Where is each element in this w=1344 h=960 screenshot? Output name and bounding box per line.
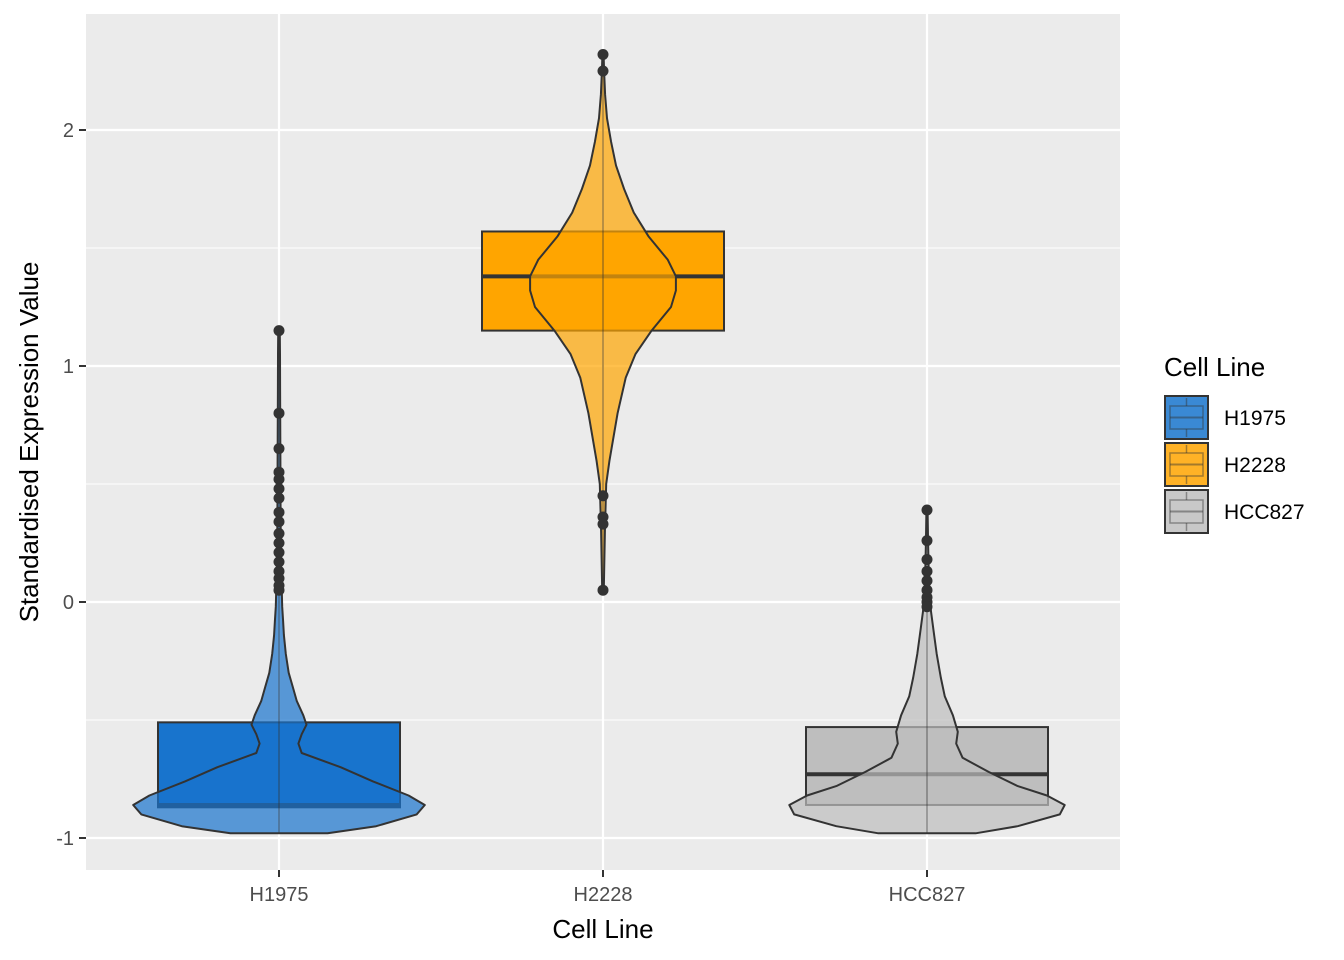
outlier-point: [273, 537, 285, 549]
group-hcc827: [788, 504, 1066, 835]
outlier-point: [597, 518, 609, 530]
outlier-point: [273, 443, 285, 455]
outlier-point: [921, 565, 933, 577]
legend-swatch: [1164, 489, 1209, 534]
outlier-point: [921, 601, 933, 613]
outlier-point: [597, 48, 609, 60]
legend-key-hcc827: HCC827: [1164, 489, 1305, 534]
outlier-point: [273, 407, 285, 419]
x-tick-label: H2228: [574, 884, 633, 906]
outlier-point: [273, 556, 285, 568]
group-h1975: [132, 325, 426, 835]
y-tick-label: -1: [56, 828, 74, 850]
y-tick-label: 2: [63, 120, 74, 142]
outlier-point: [273, 528, 285, 540]
legend-box-glyph: [1169, 405, 1204, 430]
cell-line-groups: [132, 48, 1066, 835]
x-axis: H1975 H2228 HCC827: [250, 870, 966, 906]
outlier-point: [921, 575, 933, 587]
outlier-point: [273, 492, 285, 504]
legend-box-glyph: [1169, 499, 1204, 524]
legend-title: Cell Line: [1164, 352, 1265, 382]
legend-label: H2228: [1224, 454, 1286, 477]
legend-label: HCC827: [1224, 501, 1305, 524]
outlier-point: [921, 504, 933, 516]
legend-swatch: [1164, 395, 1209, 440]
legend-key-h2228: H2228: [1164, 442, 1286, 487]
y-tick-label: 0: [63, 592, 74, 614]
group-h2228: [481, 48, 725, 596]
outlier-point: [273, 516, 285, 528]
y-axis: -1 0 1 2: [56, 120, 86, 850]
outlier-point: [597, 65, 609, 77]
legend-swatch: [1164, 442, 1209, 487]
legend-key-h1975: H1975: [1164, 395, 1286, 440]
x-axis-title: Cell Line: [552, 914, 653, 944]
outlier-point: [597, 584, 609, 596]
outlier-point: [273, 483, 285, 495]
outlier-point: [921, 554, 933, 566]
outlier-point: [921, 535, 933, 547]
outlier-point: [597, 490, 609, 502]
x-tick-label: H1975: [250, 884, 309, 906]
outlier-point: [273, 473, 285, 485]
y-tick-label: 1: [63, 356, 74, 378]
outlier-point: [273, 506, 285, 518]
outlier-point: [273, 584, 285, 596]
y-axis-title: Standardised Expression Value: [14, 262, 44, 623]
legend-box-glyph: [1169, 452, 1204, 477]
legend-label: H1975: [1224, 407, 1286, 430]
outlier-point: [273, 546, 285, 558]
outlier-point: [273, 325, 285, 337]
legend: Cell Line H1975 H2228 HCC827: [1164, 352, 1305, 534]
x-tick-label: HCC827: [889, 884, 966, 906]
